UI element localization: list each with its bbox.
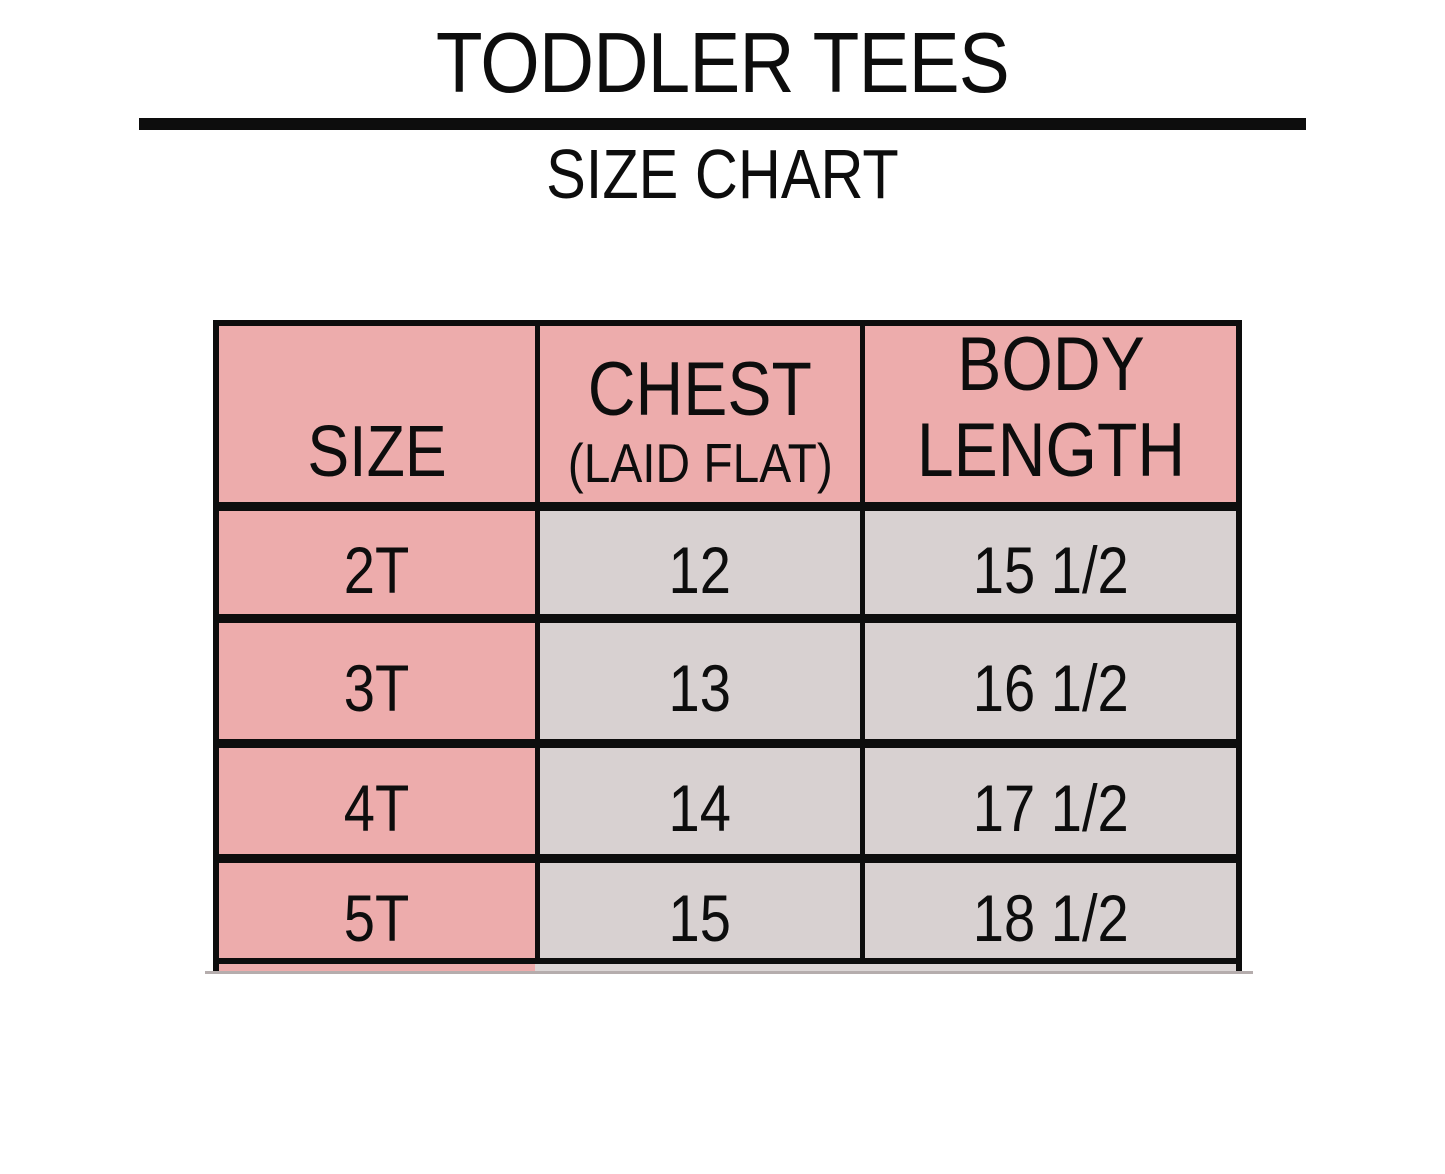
row-3t-size-cell: 3T — [219, 623, 535, 739]
row-2t-chest-cell: 12 — [540, 511, 860, 614]
clipped-size-cell — [219, 964, 535, 971]
row-2t-size-value: 2T — [344, 532, 410, 607]
row-5t-chest-value: 15 — [668, 880, 732, 955]
column-header-body-length: BODY LENGTH — [865, 326, 1236, 502]
row-4t-body-length-value: 17 1/2 — [972, 771, 1129, 845]
column-header-chest-sublabel: (LAID FLAT) — [567, 432, 833, 494]
title-divider — [139, 118, 1306, 130]
row-4t-chest-cell: 14 — [540, 748, 860, 854]
clipped-right-border — [1236, 964, 1242, 971]
clipped-left-border — [213, 964, 219, 971]
page-subtitle: SIZE CHART — [0, 134, 1445, 214]
column-header-size: SIZE — [219, 326, 535, 502]
row-5t-body-length-cell: 18 1/2 — [865, 863, 1236, 958]
page-title: TODDLER TEES — [0, 14, 1445, 114]
row-4t-chest-value: 14 — [668, 771, 732, 845]
row-5t-size-cell: 5T — [219, 863, 535, 958]
row-2t-chest-value: 12 — [668, 532, 732, 607]
bottom-faint-rule — [205, 971, 1253, 974]
column-header-chest: CHEST (LAID FLAT) — [540, 326, 860, 502]
clipped-partial-row — [213, 964, 1242, 971]
row-4t-body-length-cell: 17 1/2 — [865, 748, 1236, 854]
column-header-size-label: SIZE — [307, 412, 447, 492]
row-3t-body-length-value: 16 1/2 — [972, 651, 1129, 725]
row-4t-size-cell: 4T — [219, 748, 535, 854]
row-2t-body-length-value: 15 1/2 — [972, 532, 1129, 607]
row-3t-body-length-cell: 16 1/2 — [865, 623, 1236, 739]
column-header-chest-label: CHEST — [587, 347, 813, 432]
column-header-body-length-label: BODY LENGTH — [916, 326, 1185, 493]
row-2t-size-cell: 2T — [219, 511, 535, 614]
row-5t-chest-cell: 15 — [540, 863, 860, 958]
row-4t-size-value: 4T — [344, 771, 410, 845]
row-3t-size-value: 3T — [344, 651, 410, 725]
page-subtitle-text: SIZE CHART — [546, 135, 899, 213]
row-2t-body-length-cell: 15 1/2 — [865, 511, 1236, 614]
size-chart-table: SIZE CHEST (LAID FLAT) BODY LENGTH 2T 12… — [213, 320, 1242, 964]
row-5t-size-value: 5T — [344, 880, 410, 955]
row-3t-chest-value: 13 — [668, 651, 732, 725]
clipped-data-cells — [535, 964, 1236, 971]
row-5t-body-length-value: 18 1/2 — [972, 880, 1129, 955]
page-title-text: TODDLER TEES — [435, 16, 1010, 111]
row-3t-chest-cell: 13 — [540, 623, 860, 739]
column-header-chest-stack: CHEST (LAID FLAT) — [548, 350, 853, 494]
